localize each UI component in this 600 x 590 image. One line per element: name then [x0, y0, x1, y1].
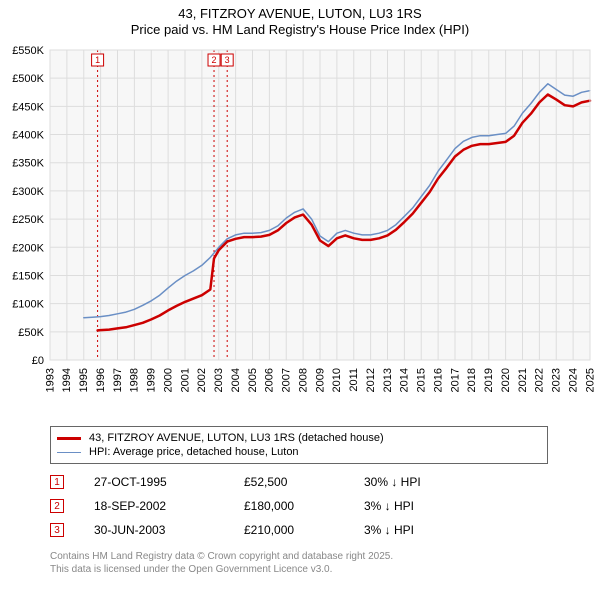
legend-item-hpi: HPI: Average price, detached house, Luto…	[57, 445, 541, 459]
svg-text:2014: 2014	[399, 368, 411, 392]
svg-text:2004: 2004	[230, 368, 242, 392]
footer-line2: This data is licensed under the Open Gov…	[50, 564, 332, 575]
svg-text:£150K: £150K	[12, 270, 44, 282]
svg-text:2025: 2025	[584, 368, 596, 392]
transaction-date: 30-JUN-2003	[94, 523, 244, 537]
svg-text:2013: 2013	[382, 368, 394, 392]
transaction-price: £52,500	[244, 475, 364, 489]
svg-text:2019: 2019	[483, 368, 495, 392]
svg-text:1993: 1993	[44, 368, 56, 392]
svg-text:2003: 2003	[213, 368, 225, 392]
legend-swatch-property	[57, 437, 81, 440]
svg-text:£250K: £250K	[12, 214, 44, 226]
svg-text:2021: 2021	[517, 368, 529, 392]
chart-svg: £0 £50K £100K £150K £200K £250K £300K £350K £400…	[0, 40, 600, 420]
svg-text:2018: 2018	[466, 368, 478, 392]
svg-text:1998: 1998	[129, 368, 141, 392]
svg-text:2024: 2024	[567, 368, 579, 392]
chart-titles: 43, FITZROY AVENUE, LUTON, LU3 1RS Price…	[0, 0, 600, 39]
svg-text:1999: 1999	[146, 368, 158, 392]
svg-text:2010: 2010	[331, 368, 343, 392]
svg-text:2001: 2001	[179, 368, 191, 392]
transaction-hpi: 30% ↓ HPI	[364, 475, 484, 489]
svg-text:2022: 2022	[534, 368, 546, 392]
transactions-table: 1 27-OCT-1995 £52,500 30% ↓ HPI 2 18-SEP…	[50, 470, 548, 542]
svg-text:2011: 2011	[348, 368, 360, 392]
footer-line1: Contains HM Land Registry data © Crown c…	[50, 551, 393, 562]
svg-text:1994: 1994	[61, 368, 73, 392]
svg-text:£300K: £300K	[12, 186, 44, 198]
svg-text:2000: 2000	[162, 368, 174, 392]
svg-text:2005: 2005	[247, 368, 259, 392]
svg-text:£0: £0	[32, 355, 44, 367]
svg-text:1: 1	[95, 55, 100, 65]
svg-text:2017: 2017	[449, 368, 461, 392]
svg-text:£100K: £100K	[12, 299, 44, 311]
legend-swatch-hpi	[57, 452, 81, 453]
svg-text:2023: 2023	[551, 368, 563, 392]
transaction-date: 18-SEP-2002	[94, 499, 244, 513]
svg-text:2015: 2015	[416, 368, 428, 392]
legend-label-property: 43, FITZROY AVENUE, LUTON, LU3 1RS (deta…	[89, 432, 384, 444]
transaction-marker-3: 3	[50, 523, 64, 537]
transaction-hpi: 3% ↓ HPI	[364, 499, 484, 513]
transaction-price: £180,000	[244, 499, 364, 513]
svg-text:£350K: £350K	[12, 158, 44, 170]
svg-text:£50K: £50K	[18, 327, 44, 339]
svg-text:3: 3	[225, 55, 230, 65]
table-row: 1 27-OCT-1995 £52,500 30% ↓ HPI	[50, 470, 548, 494]
legend-item-property: 43, FITZROY AVENUE, LUTON, LU3 1RS (deta…	[57, 431, 541, 445]
svg-text:£500K: £500K	[12, 73, 44, 85]
svg-text:2012: 2012	[365, 368, 377, 392]
svg-text:2007: 2007	[281, 368, 293, 392]
chart-title-sub: Price paid vs. HM Land Registry's House …	[0, 22, 600, 38]
table-row: 2 18-SEP-2002 £180,000 3% ↓ HPI	[50, 494, 548, 518]
transaction-price: £210,000	[244, 523, 364, 537]
transaction-date: 27-OCT-1995	[94, 475, 244, 489]
svg-text:£550K: £550K	[12, 45, 44, 57]
svg-text:£400K: £400K	[12, 130, 44, 142]
table-row: 3 30-JUN-2003 £210,000 3% ↓ HPI	[50, 518, 548, 542]
svg-text:2009: 2009	[314, 368, 326, 392]
chart-plot-area: £0 £50K £100K £150K £200K £250K £300K £350K £400…	[0, 40, 600, 420]
svg-text:2020: 2020	[500, 368, 512, 392]
svg-text:1995: 1995	[78, 368, 90, 392]
svg-text:2008: 2008	[297, 368, 309, 392]
transaction-marker-2: 2	[50, 499, 64, 513]
chart-title-address: 43, FITZROY AVENUE, LUTON, LU3 1RS	[0, 6, 600, 22]
transaction-marker-1: 1	[50, 475, 64, 489]
svg-text:2: 2	[212, 55, 217, 65]
chart-container: 43, FITZROY AVENUE, LUTON, LU3 1RS Price…	[0, 0, 600, 590]
transaction-hpi: 3% ↓ HPI	[364, 523, 484, 537]
svg-text:2006: 2006	[264, 368, 276, 392]
svg-text:£450K: £450K	[12, 101, 44, 113]
svg-text:2002: 2002	[196, 368, 208, 392]
svg-text:1996: 1996	[95, 368, 107, 392]
footer-attribution: Contains HM Land Registry data © Crown c…	[50, 550, 548, 576]
svg-text:2016: 2016	[432, 368, 444, 392]
svg-text:£200K: £200K	[12, 242, 44, 254]
svg-text:1997: 1997	[112, 368, 124, 392]
legend-label-hpi: HPI: Average price, detached house, Luto…	[89, 446, 299, 458]
legend-box: 43, FITZROY AVENUE, LUTON, LU3 1RS (deta…	[50, 426, 548, 464]
